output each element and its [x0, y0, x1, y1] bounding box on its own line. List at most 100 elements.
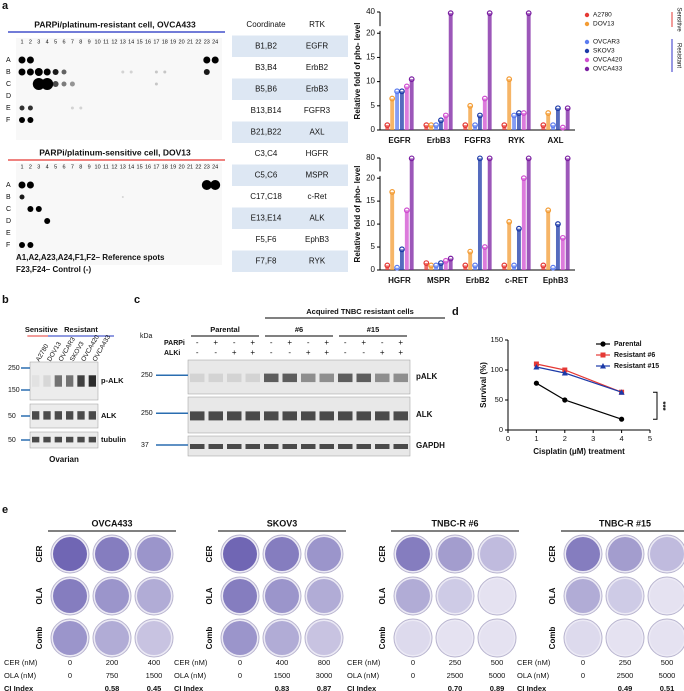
blot: [187, 359, 411, 395]
y-tick-label: 10: [366, 219, 375, 228]
spot: [61, 69, 67, 75]
column-number: 16: [145, 164, 151, 170]
table-cell: ErbB2: [306, 63, 329, 72]
spot: [70, 106, 74, 110]
spot: [32, 78, 45, 90]
row-letter: A: [6, 182, 11, 189]
table-row: [232, 100, 348, 122]
spot: [61, 81, 67, 87]
band: [338, 373, 353, 383]
colonies: [566, 579, 600, 613]
annotation: ***: [658, 401, 667, 411]
bar-point: [384, 262, 391, 269]
column-number: 19: [170, 39, 176, 45]
band: [319, 373, 334, 383]
bar: [546, 113, 551, 130]
series-line: [536, 366, 622, 393]
bar: [424, 263, 429, 270]
column-number: 22: [195, 164, 201, 170]
plate: [92, 618, 132, 658]
bar: [482, 98, 487, 130]
table-value: 1500: [146, 671, 163, 680]
panel-label: c: [134, 294, 140, 306]
legend-label: OVCA433: [593, 66, 623, 73]
band: [88, 411, 96, 420]
column-number: 7: [71, 164, 74, 170]
plate: [647, 576, 684, 616]
table-value: 2500: [617, 671, 634, 680]
table-value: 500: [661, 658, 674, 667]
group-label: Resistant: [64, 325, 98, 334]
colonies: [480, 621, 514, 655]
column-number: 24: [212, 39, 218, 45]
colonies: [438, 579, 472, 613]
blot-label: p-ALK: [101, 376, 124, 385]
table-value: 0: [68, 658, 72, 667]
point: [561, 370, 568, 376]
kda-marker: 150: [8, 387, 20, 394]
column-number: 20: [179, 164, 185, 170]
bar-point: [564, 155, 571, 162]
bar: [438, 263, 443, 270]
significance-bracket: [653, 391, 658, 420]
row-label: Comb: [548, 627, 557, 650]
bar: [448, 258, 453, 270]
table-value: 0.89: [490, 684, 505, 691]
bar-point: [559, 124, 566, 131]
treatment-sign: +: [324, 348, 329, 357]
y-tick-label: 20: [366, 173, 375, 182]
bar-point: [442, 257, 449, 264]
colonies: [650, 579, 684, 613]
table-value: 2500: [447, 671, 464, 680]
band: [32, 411, 40, 420]
row-label: CER: [548, 545, 557, 562]
table-cell: C3,C4: [255, 149, 278, 158]
group-title: TNBC-R #6: [431, 518, 478, 528]
band: [43, 411, 51, 420]
spot: [19, 242, 25, 248]
bar-point: [545, 207, 552, 214]
bar-point: [555, 105, 561, 112]
spot: [52, 81, 59, 87]
column-number: 13: [120, 39, 126, 45]
bar-point: [550, 264, 556, 271]
spot: [121, 70, 125, 74]
treatment-sign: +: [398, 338, 403, 347]
band: [190, 444, 205, 449]
panel-label: e: [2, 504, 8, 516]
bar-point: [486, 155, 493, 162]
bar: [565, 158, 570, 270]
treatment-label: ALKi: [164, 350, 180, 357]
bar-point: [472, 262, 478, 269]
spot: [27, 105, 33, 111]
row-label: Comb: [35, 627, 44, 650]
x-tick-label: RYK: [508, 136, 525, 145]
table-value: 0: [68, 671, 72, 680]
plate: [134, 576, 174, 616]
group-title: SKOV3: [267, 518, 298, 528]
table-row: [232, 250, 348, 272]
bar: [487, 158, 492, 270]
treatment-sign: -: [196, 348, 199, 357]
band: [338, 444, 353, 449]
spot: [19, 117, 25, 123]
column-number: 22: [195, 39, 201, 45]
y-axis-label: Relative fold of pho- level: [353, 23, 362, 120]
bar: [404, 86, 409, 130]
row-letter: C: [6, 81, 11, 88]
y-tick-label: 0: [371, 125, 376, 134]
treatment-sign: +: [287, 338, 292, 347]
group-title: OVCA433: [91, 518, 132, 528]
table-value: 0: [411, 671, 415, 680]
spot: [79, 106, 83, 110]
band: [88, 375, 96, 387]
blot: [29, 403, 99, 429]
bar-point: [403, 83, 410, 90]
bar-point: [564, 105, 571, 112]
table-label: CI Index: [517, 684, 547, 691]
table-cell: c-Ret: [307, 192, 327, 201]
bar: [399, 249, 404, 270]
band: [227, 411, 242, 421]
blot: [187, 435, 411, 457]
spot: [18, 68, 26, 76]
